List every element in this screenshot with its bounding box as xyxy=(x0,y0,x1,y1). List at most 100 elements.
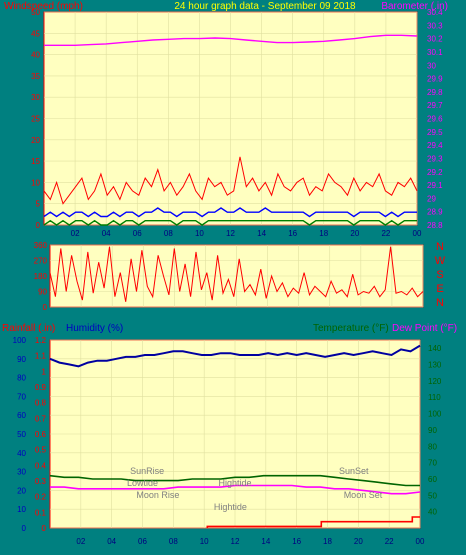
y-tick-label-rain: 1 xyxy=(42,367,47,376)
y-tick-label: 0 xyxy=(43,303,48,312)
ylabel-rain: Rainfall (.in) xyxy=(2,323,55,334)
y-tick-label-humidity: 20 xyxy=(17,486,26,495)
y2-tick-label: 30.4 xyxy=(427,8,443,17)
y-tick-label: 35 xyxy=(31,72,40,81)
y2-tick-label: 28.9 xyxy=(427,208,443,217)
y-tick-label: 25 xyxy=(31,115,40,124)
y-tick-label: 270 xyxy=(34,257,48,266)
y-tick-label-rain: 0.5 xyxy=(35,446,47,455)
x-tick-label: 08 xyxy=(164,229,173,238)
y-tick-label-temperature: 60 xyxy=(428,475,437,484)
compass-label: E xyxy=(436,283,443,295)
series-hum-temp xyxy=(49,344,421,528)
y2-tick-label: 28.8 xyxy=(427,221,443,230)
x-tick-label: 10 xyxy=(200,537,209,546)
ylabel-temperature: Temperature (°F) xyxy=(313,323,389,334)
x-tick-label: 10 xyxy=(195,229,204,238)
y2-tick-label: 29.8 xyxy=(427,88,443,97)
y2-tick-label: 29.1 xyxy=(427,181,443,190)
x-tick-label: 04 xyxy=(102,229,111,238)
series-baro-line xyxy=(44,34,418,46)
x-tick-label: 18 xyxy=(319,229,328,238)
y-tick-label: 180 xyxy=(34,272,48,281)
compass-label: S xyxy=(436,269,443,281)
y-tick-label-humidity: 80 xyxy=(17,374,26,383)
x-tick-label: 06 xyxy=(133,229,142,238)
y-tick-label-humidity: 50 xyxy=(17,430,26,439)
series-line-rainfall xyxy=(206,516,420,528)
y-tick-label-temperature: 90 xyxy=(428,426,437,435)
x-tick-label: 12 xyxy=(226,229,235,238)
ylabel-baro: Barometer (.in) xyxy=(381,1,448,12)
x-tick-label: 16 xyxy=(292,537,301,546)
series-direction-line xyxy=(49,246,424,302)
y-tick-label-humidity: 60 xyxy=(17,411,26,420)
x-tick-label: 02 xyxy=(71,229,80,238)
y2-tick-label: 29.3 xyxy=(427,154,443,163)
annotations: SunRise Lowtide Moon Rise Hightide Hightide S… xyxy=(127,466,383,512)
y2-tick-label: 30 xyxy=(427,61,436,70)
y-tick-label: 360 xyxy=(34,241,48,250)
series-line-temperature xyxy=(49,474,420,487)
x-tick-label: 04 xyxy=(107,537,116,546)
x-tick-label: 06 xyxy=(138,537,147,546)
x-tick-label: 22 xyxy=(385,537,394,546)
y-tick-label-rain: 0.1 xyxy=(35,508,47,517)
y-tick-label-humidity: 10 xyxy=(17,505,26,514)
y2-tick-label: 30.2 xyxy=(427,35,443,44)
chart-title: 24 hour graph data - September 09 2018 xyxy=(174,1,356,12)
series-line-dew xyxy=(50,484,421,495)
y-tick-label-humidity: 0 xyxy=(22,524,27,533)
ticks-hum-temp: 02 04 06 08 10 12 14 16 18 20 22 000102030405060708… xyxy=(13,336,442,546)
y2-tick-label: 29.5 xyxy=(427,128,443,137)
y-tick-label-humidity: 40 xyxy=(17,449,26,458)
x-tick-label: 22 xyxy=(381,229,390,238)
y-tick-label: 40 xyxy=(31,51,40,60)
y2-tick-label: 29 xyxy=(427,194,436,203)
x-tick-label: 20 xyxy=(354,537,363,546)
y-tick-label-temperature: 100 xyxy=(428,410,442,419)
y-tick-label: 90 xyxy=(38,288,47,297)
y2-tick-label: 29.2 xyxy=(427,168,443,177)
y-tick-label-humidity: 70 xyxy=(17,392,26,401)
annotation-label: Moon Rise xyxy=(136,490,179,500)
x-tick-label: 20 xyxy=(350,229,359,238)
y2-tick-label: 30.3 xyxy=(427,21,443,30)
x-tick-label: 16 xyxy=(288,229,297,238)
y-tick-label: 20 xyxy=(31,136,40,145)
y-tick-label-temperature: 40 xyxy=(428,508,437,517)
y-tick-label-humidity: 30 xyxy=(17,468,26,477)
grid-hum-temp xyxy=(50,339,421,529)
y2-tick-label: 29.9 xyxy=(427,75,443,84)
x-tick-label: 14 xyxy=(257,229,266,238)
y-tick-label: 0 xyxy=(36,221,41,230)
y-tick-label: 15 xyxy=(31,157,40,166)
x-tick-label: 00 xyxy=(413,229,422,238)
series-direction xyxy=(49,246,424,302)
series-wind xyxy=(43,34,418,226)
x-tick-label: 18 xyxy=(323,537,332,546)
y-tick-label-rain: 0.9 xyxy=(35,383,47,392)
ticks-wind: 02 04 06 08 10 12 14 16 18 20 22 000510152025303540… xyxy=(31,8,443,238)
ylabel-humidity: Humidity (%) xyxy=(66,323,123,334)
y-tick-label-rain: 0.2 xyxy=(35,493,47,502)
ylabel-dewpoint: Dew Point (°F) xyxy=(392,323,457,334)
compass-label: N xyxy=(436,241,444,253)
grid-wind xyxy=(44,11,418,226)
annotation-label: SunRise xyxy=(130,466,164,476)
x-tick-label: 14 xyxy=(261,537,270,546)
y-tick-label-rain: 1.2 xyxy=(35,336,47,345)
wind-baro-chart: 02 04 06 08 10 12 14 16 18 20 22 000510152025303540… xyxy=(4,1,448,238)
series-avg-line xyxy=(43,207,417,218)
y-tick-label-rain: 0 xyxy=(42,524,47,533)
y-tick-label-temperature: 140 xyxy=(428,344,442,353)
annotation-label: Lowtide xyxy=(127,478,158,488)
y-tick-label-humidity: 100 xyxy=(13,336,27,345)
x-tick-label: 08 xyxy=(169,537,178,546)
y-tick-label-temperature: 130 xyxy=(428,361,442,370)
y-tick-label-rain: 1.1 xyxy=(35,352,47,361)
y-tick-label: 10 xyxy=(31,178,40,187)
